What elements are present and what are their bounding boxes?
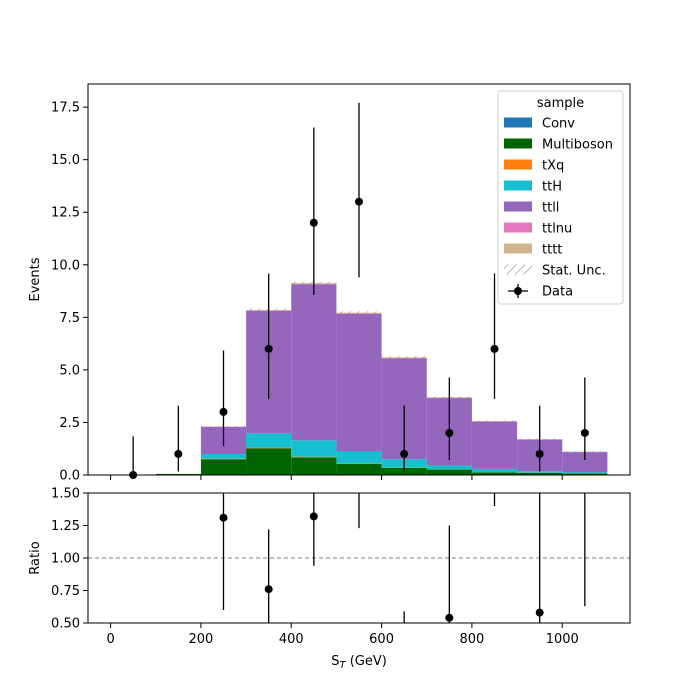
data-point-10 [580,428,589,437]
ratio-xtick-label-3: 600 [369,632,394,647]
data-point-4 [309,218,318,227]
legend-label-tttt: tttt [542,243,562,258]
legend-swatch-conv [504,117,532,128]
bar-tth-bin-4 [291,440,337,457]
bar-tth-bin-7 [426,465,472,470]
bar-multiboson-bin-3 [246,448,292,475]
bar-multiboson-bin-2 [200,459,247,475]
legend-marker-data [514,287,522,295]
bar-ttll-bin-8 [471,421,518,469]
data-point-6 [400,449,409,458]
main-ytick-label-6: 15.0 [51,153,80,168]
bar-tth-bin-2 [200,453,247,459]
bar-ttll-bin-5 [336,313,382,452]
bar-multiboson-bin-4 [291,457,337,475]
main-ytick-label-4: 10.0 [51,258,80,273]
ratio-ytick-label-4: 1.50 [51,487,80,502]
main-ytick-label-0: 0.0 [59,469,80,484]
legend-label-conv: Conv [542,117,575,132]
data-point-5 [355,197,363,206]
ratio-points [219,493,586,623]
legend-label-stat-unc: Stat. Unc. [542,264,606,279]
bar-multiboson-bin-5 [336,463,382,475]
data-point-1 [174,449,183,458]
legend-label-ttlnu: ttlnu [542,222,572,237]
ratio-xtick-label-5: 1000 [546,632,579,647]
legend-swatch-txq [504,159,532,170]
main-axes-frame [87,83,631,476]
ratio-xtick-label-0: 0 [106,632,114,647]
ratio-ytick-label-2: 1.00 [51,552,80,567]
ratio-point-2 [309,512,318,521]
bar-ttll-bin-4 [291,284,337,441]
ratio-point-1 [264,585,273,594]
data-points [129,102,589,479]
ratio-xtick-label-4: 800 [460,632,485,647]
main-ytick-label-1: 2.5 [59,416,80,431]
legend-swatch-stat-unc [504,264,532,275]
ratio-x-ticks: 0 200 400 600 800 1000 [106,623,579,647]
legend-label-tth: ttH [542,180,562,195]
bar-ttll-bin-10 [562,452,608,473]
stat-unc-bin-1 [155,473,201,476]
legend-entries: Conv Multiboson tXq ttH ttll ttlnu tttt Stat. U… [504,117,613,300]
ratio-point-0 [219,513,228,522]
stat-unc-bin-5 [336,311,382,315]
main-panel: 0.0 2.5 5.0 7.5 10.0 12.5 15.0 17.5 Events samp… [28,83,631,484]
legend-swatch-ttll [504,201,532,212]
bar-multiboson-bin-7 [426,469,472,475]
ratio-ytick-label-1: 0.75 [51,584,80,599]
main-ytick-label-7: 17.5 [51,101,80,116]
bar-multiboson-bin-8 [471,472,518,475]
ratio-ytick-label-3: 1.25 [51,519,80,534]
bar-tth-bin-3 [246,433,292,448]
stat-unc-bin-8 [471,420,518,422]
data-point-9 [535,449,544,458]
ratio-point-5 [445,613,454,622]
legend-label-txq: tXq [542,159,564,174]
stat-unc-bin-6 [381,356,427,359]
bar-multiboson-bin-9 [517,472,563,475]
ratio-y-ticks: 0.50 0.75 1.00 1.25 1.50 [51,487,88,632]
x-axis-label: ST (GeV) [331,654,387,671]
y-axis-label-events: Events [28,257,43,301]
y-axis-label-ratio: Ratio [28,541,43,574]
legend-title: sample [537,96,584,111]
legend-label-ttll: ttll [542,201,559,216]
legend-label-data: Data [542,285,573,300]
bar-tth-bin-8 [471,468,518,473]
main-ytick-label-2: 5.0 [59,363,80,378]
ratio-ytick-label-0: 0.50 [51,617,80,632]
bar-txq-bin-4 [291,456,337,458]
main-x-ticks [110,475,563,480]
ratio-panel: 0 200 400 600 800 1000 0.50 0.75 1.00 1.25 1.50 R… [28,487,631,671]
data-point-8 [490,344,499,353]
bar-tth-bin-10 [562,472,608,474]
ratio-point-7 [535,608,544,617]
legend-label-multiboson: Multiboson [542,138,613,153]
bar-tth-bin-9 [517,471,563,473]
legend-swatch-multiboson [504,138,532,149]
legend-swatch-tttt [504,243,532,254]
legend: sample Conv Multiboson tXq ttH ttll ttlnu tttt… [497,90,624,305]
main-ytick-label-5: 12.5 [51,206,80,221]
ratio-xtick-label-2: 400 [279,632,304,647]
data-point-2 [219,407,228,416]
data-point-7 [445,428,454,437]
bar-tth-bin-5 [336,451,382,464]
bar-multiboson-bin-10 [562,473,608,475]
legend-swatch-ttlnu [504,222,532,233]
bar-txq-bin-3 [246,447,292,449]
main-y-ticks: 0.0 2.5 5.0 7.5 10.0 12.5 15.0 17.5 [51,101,88,484]
data-point-3 [264,344,273,353]
legend-swatch-tth [504,180,532,191]
ratio-xtick-label-1: 200 [189,632,214,647]
main-ytick-label-3: 7.5 [59,311,80,326]
